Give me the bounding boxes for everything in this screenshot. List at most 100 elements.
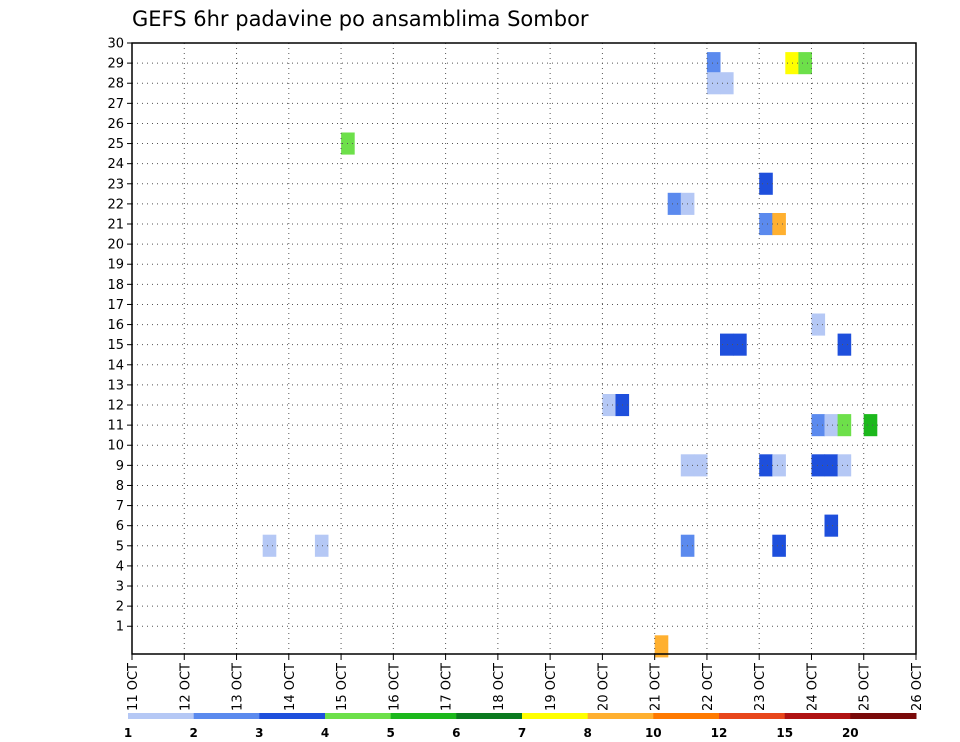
y-tick-label: 13 — [107, 378, 124, 393]
y-tick-label: 12 — [107, 399, 124, 414]
x-tick-label: 26 OCT — [910, 663, 925, 711]
x-tick-label: 16 OCT — [387, 663, 402, 711]
y-tick-label: 7 — [116, 499, 124, 514]
heatmap-cell — [706, 52, 721, 75]
y-tick-label: 24 — [107, 157, 124, 172]
legend-swatch — [784, 713, 851, 719]
heatmap-cell — [759, 454, 773, 477]
y-tick-label: 4 — [116, 559, 124, 574]
heatmap-cells — [262, 52, 878, 658]
x-tick-label: 12 OCT — [178, 663, 193, 711]
legend-swatch — [259, 713, 326, 719]
heatmap-cell — [824, 414, 839, 437]
y-tick-label: 26 — [107, 117, 124, 132]
y-tick-label: 25 — [107, 137, 124, 152]
heatmap-cell — [733, 333, 747, 356]
y-tick-label: 8 — [116, 479, 124, 494]
legend-label: 12 — [711, 726, 728, 740]
legend-label: 2 — [190, 726, 198, 740]
legend-label: 6 — [452, 726, 460, 740]
heatmap-cell — [602, 394, 616, 417]
y-tick-label: 3 — [116, 580, 124, 595]
legend-swatch — [719, 713, 786, 719]
chart-title: GEFS 6hr padavine po ansamblima Sombor — [132, 7, 589, 31]
y-tick-label: 23 — [107, 177, 124, 192]
y-tick-label: 10 — [107, 439, 124, 454]
heatmap-cell — [824, 454, 839, 477]
heatmap-cell — [693, 454, 708, 477]
heatmap-cell — [837, 333, 852, 356]
y-tick-label: 17 — [107, 298, 124, 313]
legend-label: 20 — [842, 726, 859, 740]
legend-label: 7 — [518, 726, 526, 740]
x-tick-label: 18 OCT — [492, 663, 507, 711]
legend-label: 5 — [387, 726, 395, 740]
legend-label: 15 — [776, 726, 793, 740]
y-tick-label: 6 — [116, 519, 124, 534]
heatmap-cell — [262, 534, 277, 557]
y-tick-label: 16 — [107, 318, 124, 333]
x-tick-label: 11 OCT — [126, 663, 141, 711]
heatmap-cell — [759, 213, 773, 236]
legend-swatch — [653, 713, 720, 719]
x-tick-label: 25 OCT — [858, 663, 873, 711]
color-legend: 1 2 3 4 5 6 7 8 10 12 15 20 — [124, 713, 917, 740]
legend-label: 10 — [645, 726, 662, 740]
heatmap-cell — [824, 514, 839, 537]
legend-swatch — [325, 713, 392, 719]
legend-label: 3 — [255, 726, 263, 740]
x-tick-label: 19 OCT — [544, 663, 559, 711]
heatmap-cell — [654, 635, 669, 658]
y-tick-label: 21 — [107, 218, 124, 233]
heatmap-cell — [772, 534, 786, 557]
y-tick-label: 14 — [107, 358, 124, 373]
legend-swatch — [128, 713, 195, 719]
heatmap-cell — [837, 414, 852, 437]
heatmap-cell — [811, 313, 826, 336]
y-tick-label: 28 — [107, 77, 124, 92]
legend-label: 1 — [124, 726, 132, 740]
plot-frame — [131, 42, 917, 655]
heatmap-cell — [667, 192, 682, 215]
y-tick-label: 22 — [107, 197, 124, 212]
y-tick-label: 20 — [107, 238, 124, 253]
x-tick-label: 14 OCT — [283, 663, 298, 711]
gridlines — [132, 42, 916, 654]
legend-swatch — [390, 713, 457, 719]
heatmap-cell — [759, 172, 773, 195]
heatmap-cell — [837, 454, 852, 477]
legend-swatch — [193, 713, 260, 719]
y-tick-label: 5 — [116, 539, 124, 554]
heatmap-cell — [720, 333, 734, 356]
legend-swatch — [587, 713, 654, 719]
x-tick-label: 13 OCT — [231, 663, 246, 711]
y-tick-label: 11 — [107, 419, 124, 434]
x-tick-label: 15 OCT — [335, 663, 350, 711]
legend-swatch — [522, 713, 589, 719]
legend-swatch — [850, 713, 917, 719]
heatmap-cell — [772, 454, 786, 477]
heatmap-cell — [811, 414, 826, 437]
x-axis: 11 OCT 12 OCT 13 OCT 14 OCT 15 OCT 16 OCT 17 O… — [126, 654, 925, 711]
heatmap-cell — [811, 454, 826, 477]
heatmap-cell — [314, 534, 329, 557]
x-tick-label: 24 OCT — [805, 663, 820, 711]
heatmap-cell — [798, 52, 812, 75]
x-tick-label: 20 OCT — [596, 663, 611, 711]
y-tick-label: 1 — [116, 620, 124, 635]
legend-swatch — [456, 713, 523, 719]
y-tick-label: 2 — [116, 600, 124, 615]
legend-label: 4 — [321, 726, 329, 740]
x-tick-label: 22 OCT — [701, 663, 716, 711]
y-tick-label: 19 — [107, 258, 124, 273]
y-tick-label: 9 — [116, 459, 124, 474]
y-tick-label: 27 — [107, 97, 124, 112]
heatmap-cell — [706, 72, 721, 95]
y-axis: 1234567891011121314151617181920212223242… — [107, 37, 132, 635]
y-tick-label: 15 — [107, 338, 124, 353]
y-tick-label: 30 — [107, 37, 124, 52]
heatmap-cell — [863, 414, 878, 437]
heatmap-cell — [772, 213, 786, 236]
legend-label: 8 — [584, 726, 592, 740]
